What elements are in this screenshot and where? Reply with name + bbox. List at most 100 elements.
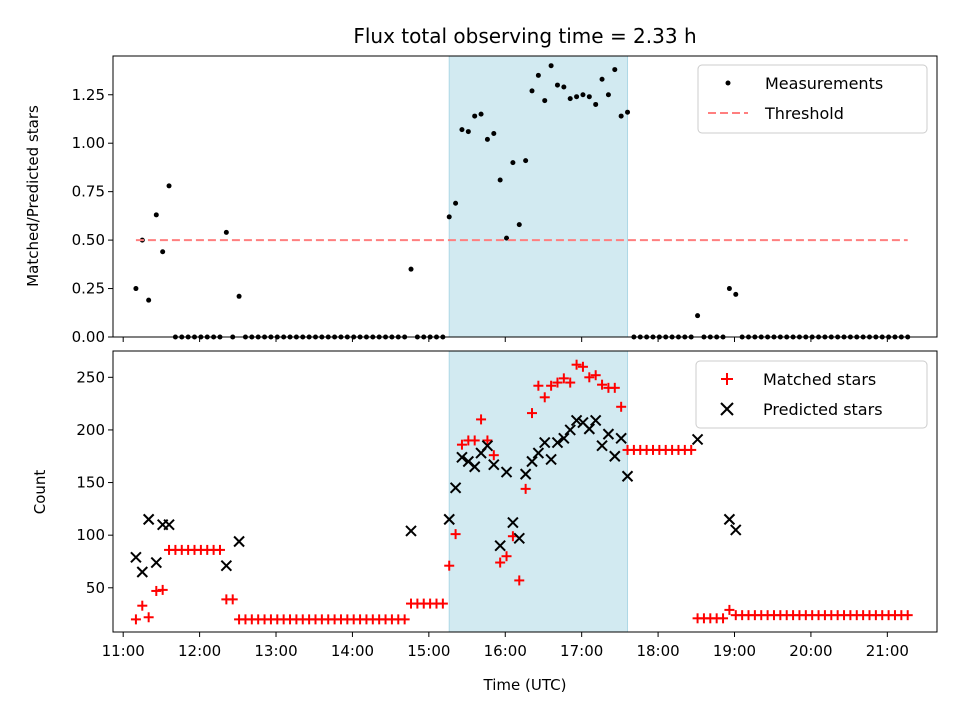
measurements-point (446, 214, 452, 220)
matched-stars-point (686, 444, 697, 455)
matched-stars-point (590, 370, 601, 381)
matched-stars-point (520, 483, 531, 494)
predicted-stars-point (488, 458, 500, 471)
predicted-stars-point (220, 559, 233, 572)
x-tick-label: 17:00 (560, 642, 603, 660)
predicted-stars-point (691, 433, 704, 446)
matched-stars-point (488, 450, 499, 461)
matched-stars-point (546, 380, 557, 391)
matched-stars-point (130, 614, 141, 625)
top-x-ticks (122, 337, 888, 342)
predicted-stars-point (405, 525, 417, 537)
measurements-point (465, 129, 471, 135)
matched-stars-point (456, 439, 467, 450)
matched-stars-point (495, 557, 506, 568)
x-tick-label: 20:00 (789, 642, 832, 660)
y-tick-label: 50 (86, 579, 105, 597)
measurements-point (554, 82, 560, 88)
measurements-point (453, 200, 459, 206)
predicted-stars-point (513, 532, 525, 545)
measurements-point (593, 101, 599, 107)
matched-stars-point (227, 594, 238, 605)
x-tick-label: 11:00 (102, 642, 145, 660)
predicted-stars-point (539, 436, 551, 449)
legend-matched-marker (721, 373, 733, 385)
predicted-stars-point (136, 566, 148, 578)
x-tick-label: 21:00 (866, 642, 909, 660)
matched-stars-point (718, 613, 729, 624)
measurements-point (580, 92, 586, 98)
predicted-stars-point (602, 428, 615, 440)
measurements-point (497, 177, 503, 183)
predicted-stars-point (564, 424, 576, 436)
measurements-point (574, 94, 580, 100)
matched-stars-point (501, 551, 512, 562)
bottom-panel-frame (112, 350, 938, 633)
predicted-stars-point (507, 516, 519, 529)
matched-stars-point (151, 585, 162, 596)
top-legend: Measurements Threshold (697, 64, 928, 134)
y-tick-label: 0.75 (72, 183, 105, 201)
top-y-axis-label: Matched/Predicted stars (24, 105, 42, 287)
measurements-point (484, 136, 490, 142)
measurements-point (510, 160, 516, 166)
y-tick-label: 1.00 (72, 134, 105, 152)
matched-stars-point (539, 392, 550, 403)
predicted-stars-point (456, 451, 468, 464)
measurements-point (478, 111, 484, 117)
measurements-point (605, 92, 611, 98)
matched-stars-point (571, 359, 582, 370)
y-tick-label: 250 (76, 368, 105, 386)
measurements-point (236, 293, 242, 299)
top-panel-frame (112, 55, 938, 338)
bottom-x-ticks: 11:00 12:00 13:00 14:00 15:00 16:00 17:00 18:00… (102, 632, 909, 660)
y-tick-label: 1.25 (72, 86, 105, 104)
matched-stars-point (514, 575, 525, 586)
measurements-point (459, 127, 465, 133)
predicted-stars-point (163, 518, 175, 531)
legend-measurements-marker (725, 80, 731, 86)
measurements-point (504, 235, 510, 241)
highlight-span-top (448, 55, 629, 338)
matched-stars-point (157, 584, 168, 595)
predicted-stars-point (150, 556, 163, 569)
predicted-stars-point (583, 423, 596, 435)
predicted-stars-point (615, 432, 627, 445)
top-y-ticks: 0.00 0.25 0.50 0.75 1.00 1.25 (72, 86, 113, 346)
matched-stars-point (552, 377, 563, 388)
matched-stars-point (137, 600, 148, 611)
matched-stars-point (724, 604, 735, 615)
measurements-point (146, 297, 152, 303)
x-tick-label: 13:00 (254, 642, 297, 660)
predicted-stars-point (142, 513, 155, 526)
legend-predicted-marker (720, 402, 734, 416)
predicted-stars-point (233, 535, 245, 548)
predicted-stars-point (596, 440, 608, 452)
measurements-point (160, 249, 166, 255)
y-tick-label: 0.25 (72, 280, 105, 298)
predicted-stars-point (130, 551, 142, 563)
bottom-legend-box (695, 360, 928, 429)
matched-stars-point (482, 435, 493, 446)
legend-matched-label: Matched stars (763, 370, 876, 389)
predicted-stars-point (468, 461, 481, 473)
matched-stars-point (577, 361, 588, 372)
measurements-point (726, 286, 732, 292)
top-legend-box (697, 64, 928, 134)
measurements-point (472, 113, 478, 119)
y-tick-label: 150 (76, 474, 105, 492)
predicted-stars-point (500, 466, 513, 478)
matched-stars-point (450, 529, 461, 540)
top-panel: 0.00 0.25 0.50 0.75 1.00 1.25 Matched/Predict… (24, 55, 938, 346)
x-tick-label: 16:00 (484, 642, 527, 660)
measurements-point (542, 98, 548, 104)
predicted-stars-point (589, 414, 602, 427)
predicted-stars-point (532, 447, 545, 459)
y-tick-label: 0.50 (72, 231, 105, 249)
predicted-stars-point (551, 436, 564, 449)
predicted-stars-point (558, 432, 570, 445)
measurements-point (561, 84, 567, 90)
x-tick-label: 18:00 (636, 642, 679, 660)
predicted-stars-point (526, 455, 538, 468)
